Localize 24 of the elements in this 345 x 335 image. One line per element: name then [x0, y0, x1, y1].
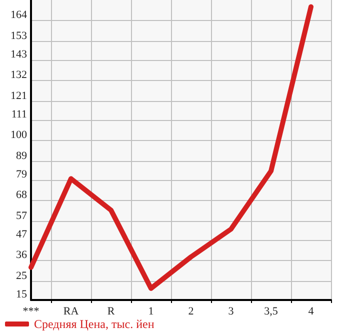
y-tick-label: 121	[10, 90, 27, 102]
y-tick-label: 100	[10, 129, 28, 142]
x-tick-label: 3,5	[264, 306, 278, 318]
x-tick-label: 2	[188, 306, 194, 318]
y-tick-label: 25	[16, 270, 28, 282]
y-tick-label: 143	[10, 48, 28, 60]
y-tick-label: 89	[16, 150, 28, 162]
x-tick-label: 3	[228, 306, 234, 318]
x-tick-label: ***	[22, 306, 40, 318]
y-tick-label: 153	[10, 30, 28, 42]
y-tick-label: 47	[16, 228, 28, 240]
x-tick-label: 1	[148, 306, 154, 318]
legend-label: Средняя Цена, тыс. йен	[34, 317, 155, 331]
y-tick-label: 132	[10, 69, 27, 82]
y-tick-label: 164	[10, 9, 28, 22]
y-tick-label: 57	[16, 210, 28, 222]
y-tick-label: 36	[16, 249, 28, 262]
x-tick-label: 4	[308, 306, 314, 318]
y-tick-label: 68	[16, 189, 28, 202]
x-tick-label: R	[107, 306, 116, 318]
y-tick-label: 15	[16, 288, 28, 300]
y-tick-label: 79	[16, 168, 28, 180]
y-tick-label: 111	[11, 108, 27, 120]
x-tick-label: RA	[63, 306, 79, 318]
